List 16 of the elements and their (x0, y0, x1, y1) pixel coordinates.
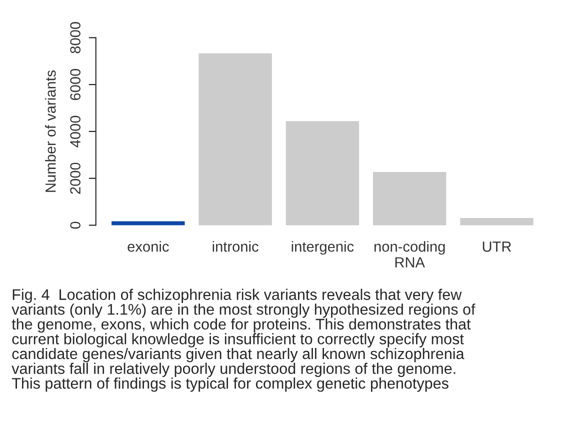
x-tick-label: exonic (128, 241, 169, 252)
x-tick-label: intronic (212, 241, 258, 252)
x-tick-label: UTR (482, 242, 512, 252)
y-axis-title: Number of variants (45, 70, 56, 192)
y-tick-label: 0 (70, 222, 80, 229)
bar (460, 218, 534, 226)
y-tick-label: 8000 (70, 22, 80, 54)
y-tick-label: 4000 (70, 116, 80, 148)
y-tick-label: 6000 (70, 68, 80, 100)
bar (286, 121, 360, 226)
y-tick-label: 2000 (70, 162, 80, 194)
x-tick-label: non-coding RNA (374, 241, 445, 268)
caption: Fig. 4 Location of schizophrenia risk variants reveals that very few variants (only 1.1%) are in the most strongly hypothesized regions of the genome, exons, which code for proteins. This demonstrates that current biological knowledge is insufficient to correctly specify most candidate genes/variants given that nearly all known schizophrenia variants fall in relatively poorly understood regions of the genome. This pattern of findings is typical for complex genetic phenotypes (12, 288, 476, 392)
bar (373, 172, 446, 226)
x-tick-label: intergenic (292, 241, 354, 255)
bar (198, 53, 272, 226)
